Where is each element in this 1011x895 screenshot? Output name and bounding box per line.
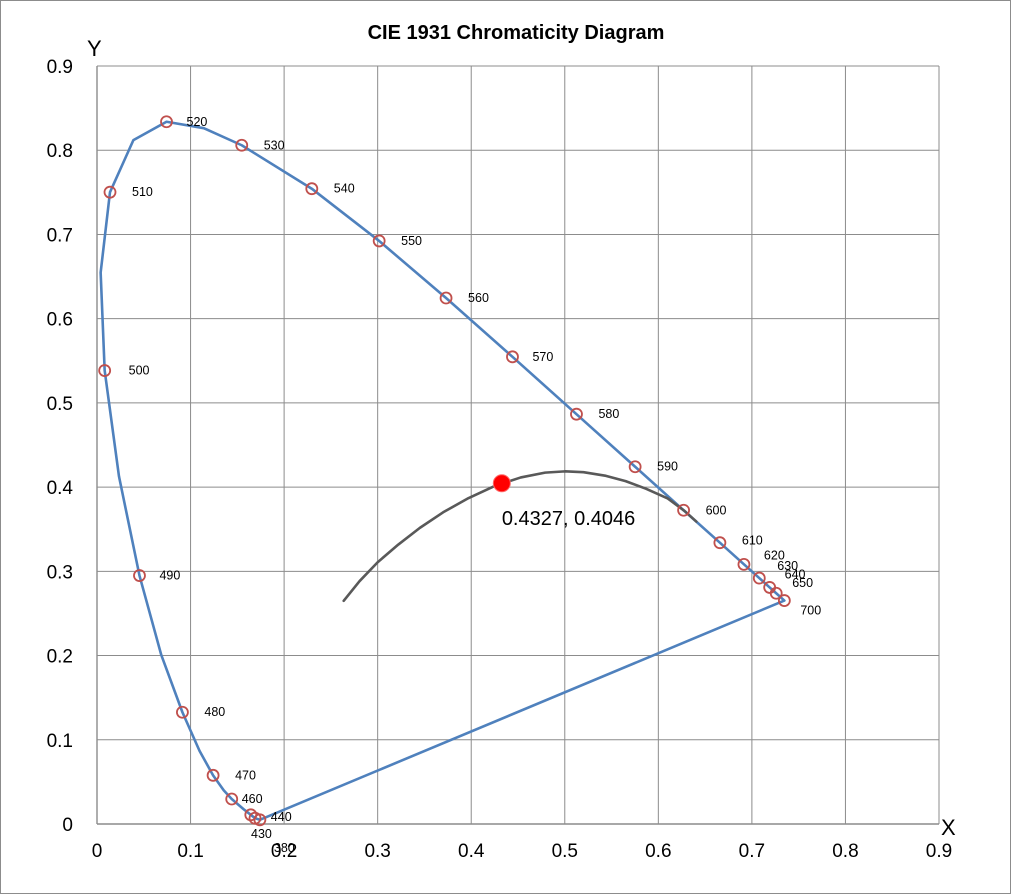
wavelength-label-700: 700 [800,604,821,618]
wavelength-label-650: 650 [792,576,813,590]
wavelength-label-460: 460 [242,792,263,806]
wavelength-marker-600 [677,503,690,517]
wavelength-marker-520 [160,115,173,129]
x-tick-label: 0.8 [832,841,858,862]
wavelength-label-530: 530 [264,138,285,152]
wavelength-label-380: 380 [274,841,295,855]
y-tick-label: 0.9 [47,57,73,78]
wavelength-label-490: 490 [159,569,180,583]
wavelength-label-510: 510 [132,185,153,199]
y-tick-label: 0.2 [47,647,73,668]
y-tick-label: 0.8 [47,141,73,162]
wavelength-marker-540 [305,182,319,196]
wavelength-label-480: 480 [204,705,225,719]
x-tick-label: 0.6 [645,841,671,862]
wavelength-label-600: 600 [706,503,727,517]
y-tick-label: 0.1 [47,731,73,752]
wavelength-marker-590 [628,460,642,474]
wavelength-marker-530 [235,138,249,152]
y-tick-label: 0.3 [47,562,73,583]
planckian-locus-line [342,470,698,603]
wavelength-label-610: 610 [742,534,763,548]
wavelength-label-430: 430 [251,827,272,841]
wavelength-marker-440 [244,808,258,822]
wavelength-marker-580 [570,407,583,421]
wavelength-label-500: 500 [129,364,150,378]
wavelength-label-640: 640 [785,567,806,581]
wavelength-label-550: 550 [401,234,422,248]
x-tick-label: 0.7 [739,841,765,862]
x-tick-label: 0.4 [458,841,485,862]
x-tick-label: 0.1 [177,841,203,862]
x-tick-label: 0.5 [552,841,578,862]
x-axis-title: X [941,815,956,840]
wavelength-marker-460 [225,792,239,806]
y-tick-label: 0.7 [47,225,73,246]
wavelength-marker-570 [506,350,519,364]
highlight-point [492,474,511,493]
wavelength-label-590: 590 [657,460,678,474]
wavelength-label-580: 580 [598,407,619,421]
y-axis-title: Y [87,36,102,61]
y-tick-label: 0 [62,815,73,836]
chart-title: CIE 1931 Chromaticity Diagram [368,22,665,44]
wavelength-label-570: 570 [532,350,553,364]
wavelength-label-560: 560 [468,291,489,305]
wavelength-label-470: 470 [235,768,256,782]
y-tick-label: 0.4 [47,478,74,499]
x-tick-label: 0.9 [926,841,952,862]
wavelength-marker-650 [769,586,783,600]
wavelength-marker-560 [439,291,453,305]
wavelength-label-440: 440 [271,810,292,824]
wavelength-label-520: 520 [187,115,208,129]
x-tick-label: 0 [92,841,103,862]
wavelength-marker-630 [752,571,766,585]
spectral-locus-line [99,120,786,822]
wavelength-marker-480 [176,705,189,719]
wavelength-marker-490 [133,569,146,582]
wavelength-marker-470 [206,768,220,782]
wavelength-marker-610 [713,536,727,550]
x-tick-label: 0.3 [364,841,390,862]
y-tick-label: 0.6 [47,310,73,331]
highlight-point-label: 0.4327, 0.4046 [502,508,635,530]
wavelength-label-620: 620 [764,548,785,562]
x-tick-label: 0.2 [271,841,297,862]
wavelength-label-540: 540 [334,182,355,196]
grid [97,65,940,824]
wavelength-label-630: 630 [777,559,798,573]
wavelength-marker-550 [372,234,386,248]
wavelength-marker-510 [103,185,117,199]
wavelength-marker-500 [98,364,112,377]
y-tick-label: 0.5 [47,394,73,415]
wavelength-marker-700 [777,594,791,607]
axes: 0 0.1 0.2 0.3 0.4 0.5 0.6 0.7 0.8 0.9 0 0.1 0.2 0.3 0.… [47,57,953,862]
wavelength-marker-620 [737,557,751,571]
series [98,115,791,827]
